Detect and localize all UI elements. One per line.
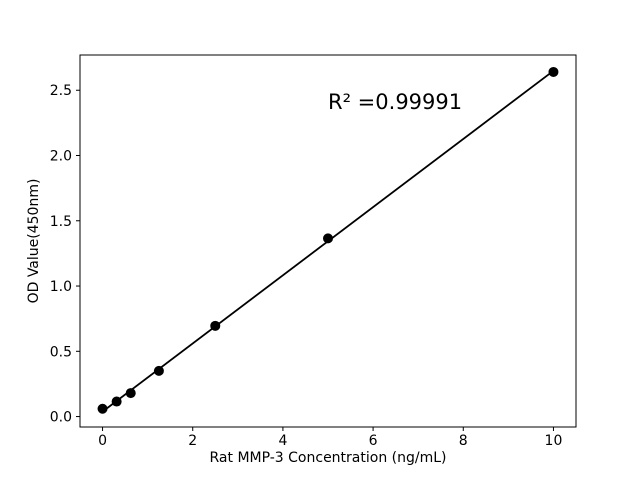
y-tick-label: 2.5 bbox=[50, 83, 72, 99]
data-point bbox=[111, 396, 122, 407]
y-axis-label: OD Value(450nm) bbox=[26, 178, 42, 304]
y-tick-label: 0.5 bbox=[50, 344, 72, 360]
x-tick-label: 4 bbox=[278, 433, 287, 449]
r-squared-annotation: R² =0.99991 bbox=[328, 90, 463, 115]
y-tick-label: 0.0 bbox=[50, 410, 72, 426]
y-tick-label: 2.0 bbox=[50, 149, 72, 165]
x-tick-label: 2 bbox=[188, 433, 197, 449]
x-tick-label: 0 bbox=[98, 433, 107, 449]
data-point bbox=[548, 66, 559, 77]
data-point bbox=[153, 365, 164, 376]
data-point bbox=[125, 388, 136, 399]
x-tick-label: 10 bbox=[545, 433, 563, 449]
y-tick-label: 1.5 bbox=[50, 214, 72, 230]
x-tick-label: 8 bbox=[459, 433, 468, 449]
data-point bbox=[323, 233, 333, 244]
x-tick-label: 6 bbox=[369, 433, 378, 449]
plot-frame bbox=[79, 54, 577, 428]
data-point bbox=[97, 403, 108, 414]
data-point bbox=[210, 320, 221, 331]
y-tick-label: 1.0 bbox=[50, 279, 72, 295]
x-axis-label: Rat MMP-3 Concentration (ng/mL) bbox=[209, 450, 447, 466]
